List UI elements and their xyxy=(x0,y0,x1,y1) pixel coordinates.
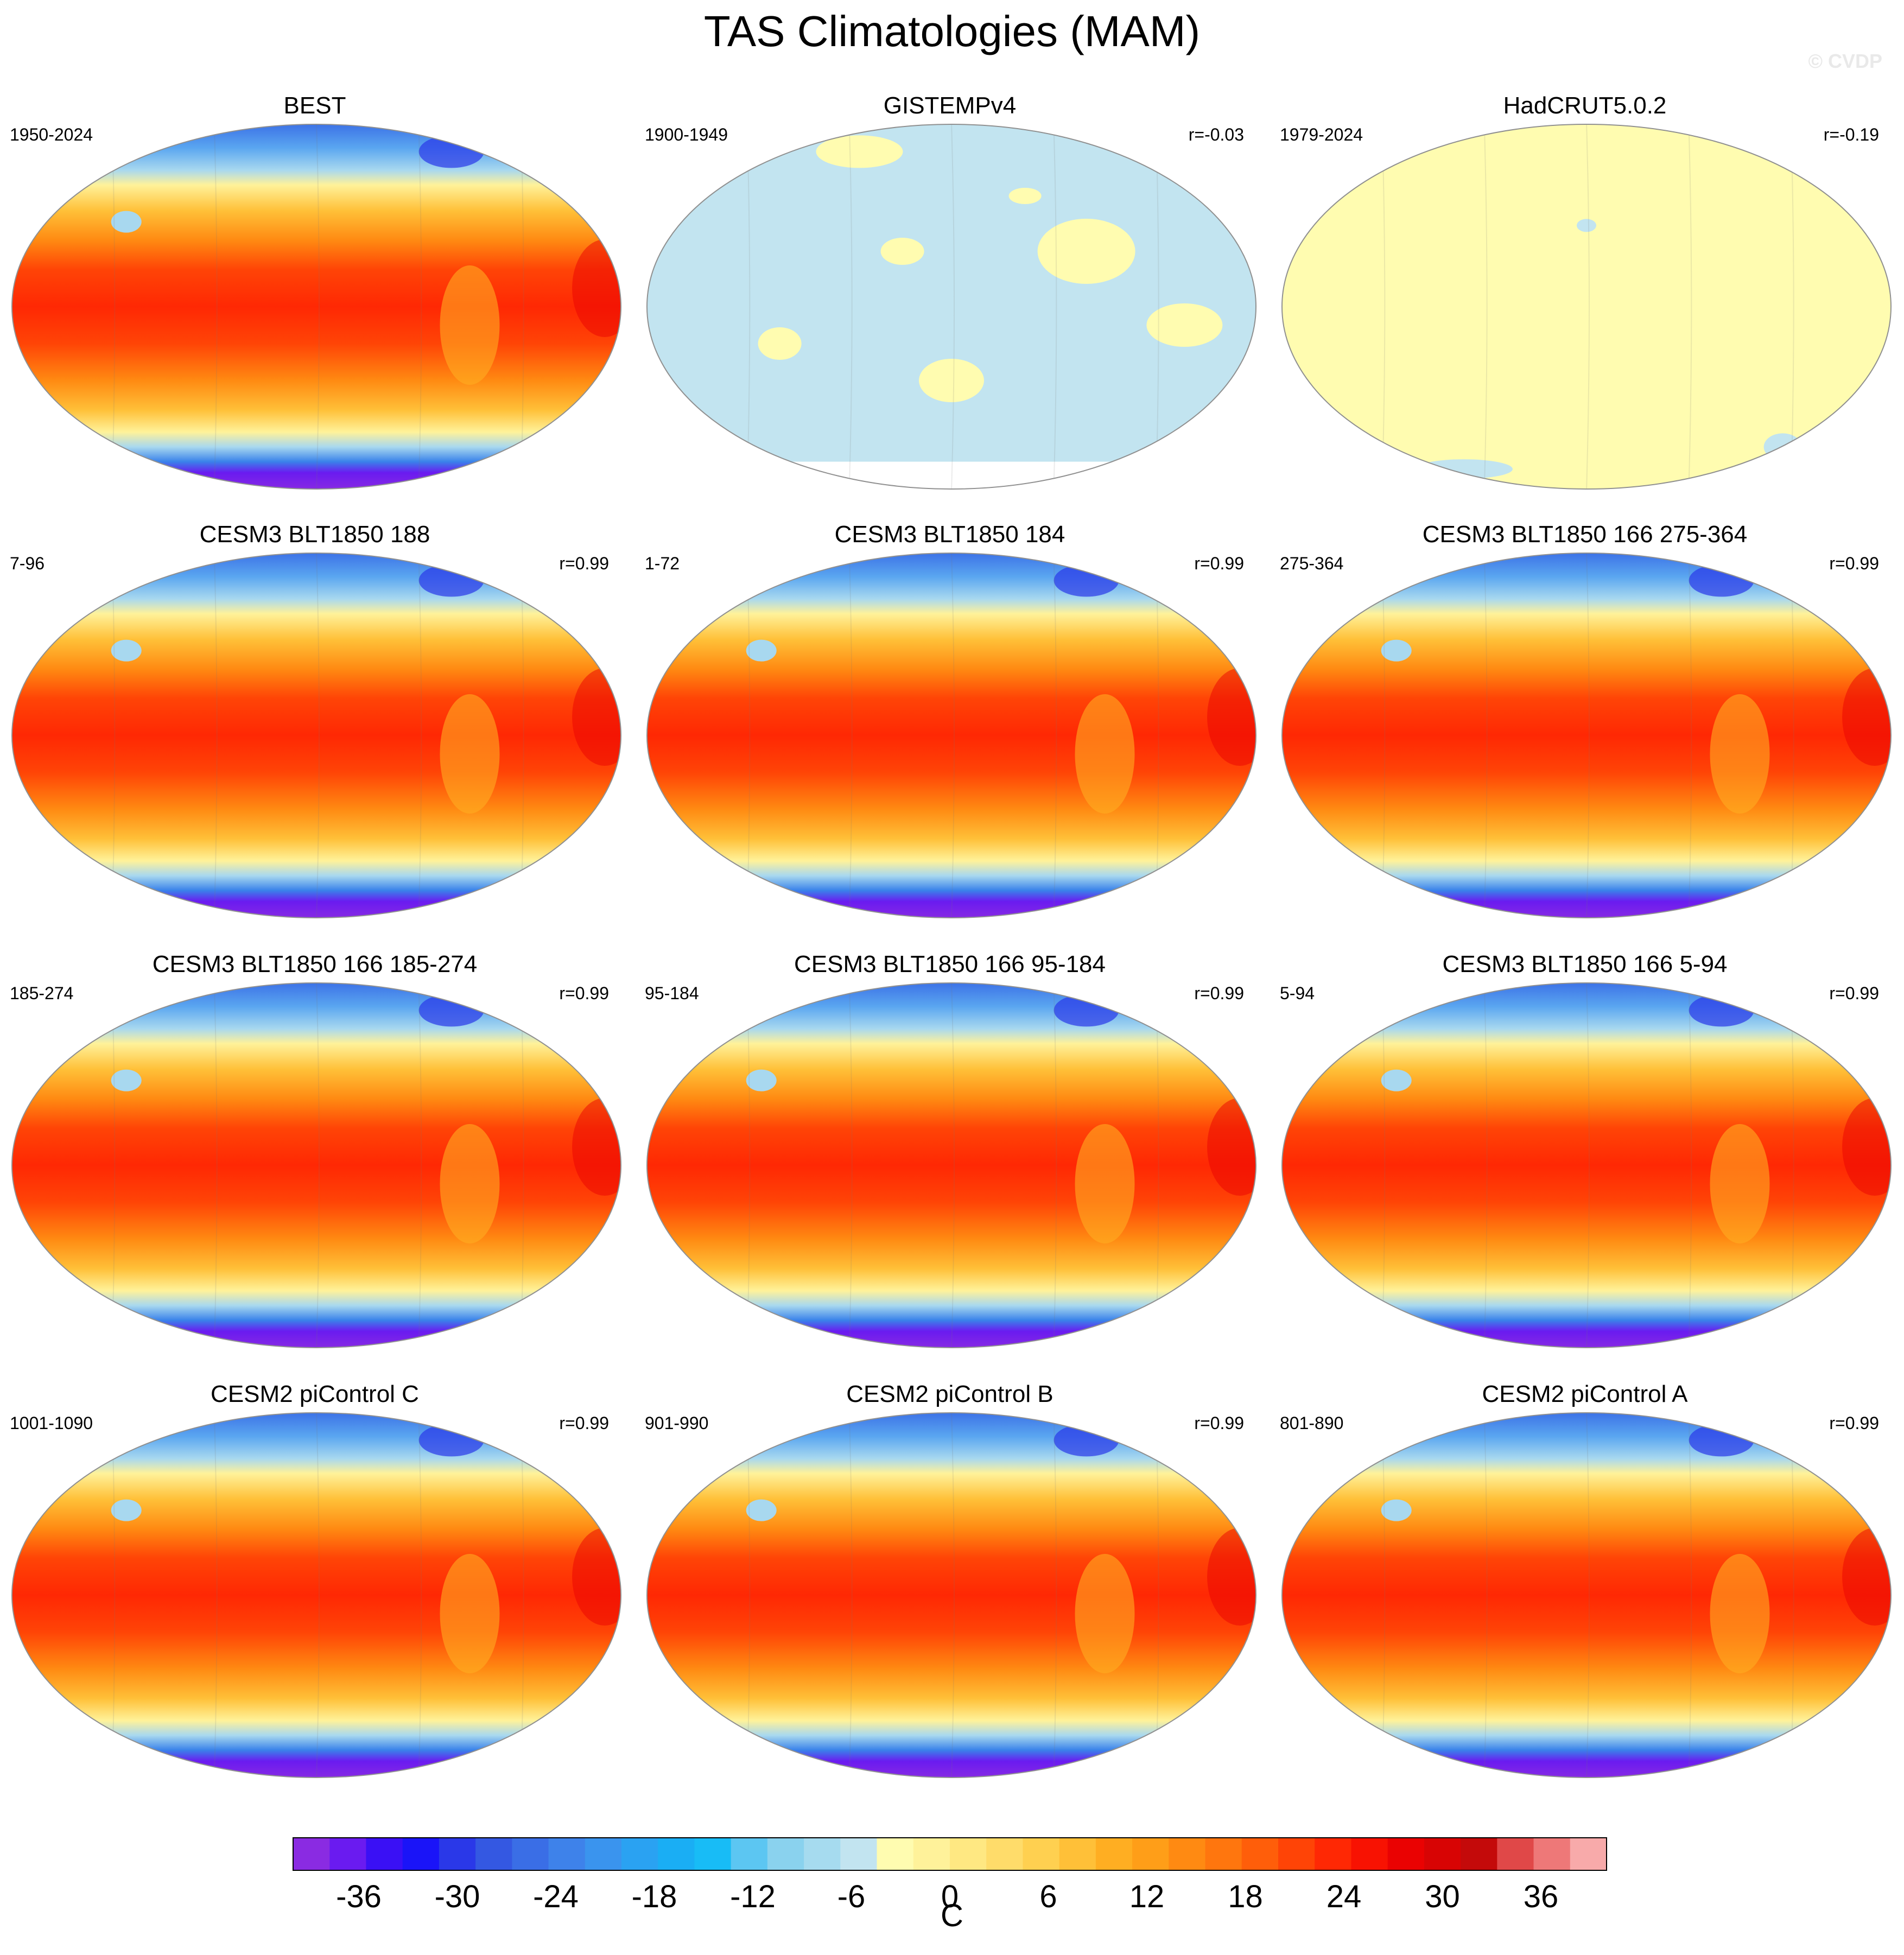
colorbar-swatch xyxy=(585,1838,622,1870)
colorbar-swatch xyxy=(1059,1838,1096,1870)
colorbar-swatch xyxy=(1132,1838,1169,1870)
panel-period-label: 1001-1090 xyxy=(10,1413,93,1433)
panel-correlation-label: r=0.99 xyxy=(1829,554,1879,573)
map-ellipse xyxy=(1281,553,1892,918)
colorbar-swatch xyxy=(1169,1838,1206,1870)
map-ellipse xyxy=(11,553,621,918)
panel-title: CESM2 piControl C xyxy=(211,1381,419,1407)
colorbar-swatch xyxy=(1424,1838,1461,1870)
colorbar-swatch xyxy=(329,1838,366,1870)
colorbar-swatch xyxy=(804,1838,841,1870)
colorbar-swatch xyxy=(1095,1838,1133,1870)
colorbar-swatch xyxy=(1205,1838,1242,1870)
panel-title: BEST xyxy=(283,92,346,119)
map-ellipse xyxy=(646,982,1256,1348)
map-ellipse xyxy=(11,124,621,490)
cvdp-watermark: © CVDP xyxy=(1808,50,1882,72)
map-panel: CESM3 BLT1850 166 275-364 275-364 r=0.99 xyxy=(1270,521,1900,950)
colorbar-swatch xyxy=(1241,1838,1279,1870)
panel-period-label: 95-184 xyxy=(645,983,699,1003)
panel-title: CESM3 BLT1850 166 275-364 xyxy=(1422,521,1748,548)
panel-title: CESM2 piControl B xyxy=(846,1381,1053,1407)
colorbar-units: C xyxy=(941,1898,963,1933)
colorbar-swatch xyxy=(366,1838,403,1870)
colorbar-swatch xyxy=(913,1838,950,1870)
colorbar-swatch xyxy=(694,1838,732,1870)
panel-period-label: 901-990 xyxy=(645,1413,709,1433)
colorbar-swatch xyxy=(950,1838,987,1870)
map-panel: CESM2 piControl B 901-990 r=0.99 xyxy=(635,1381,1265,1810)
panel-period-label: 1900-1949 xyxy=(645,125,728,144)
colorbar-swatch xyxy=(1570,1838,1607,1870)
panel-title: HadCRUT5.0.2 xyxy=(1503,92,1667,119)
map-ellipse xyxy=(1281,1412,1892,1778)
map-ellipse xyxy=(646,553,1256,918)
map-ellipse xyxy=(1281,982,1892,1348)
colorbar-swatch xyxy=(840,1838,878,1870)
panel-period-label: 1950-2024 xyxy=(10,125,93,144)
panel-period-label: 185-274 xyxy=(10,983,74,1003)
map-panel: BEST 1950-2024 xyxy=(0,92,630,521)
panel-period-label: 7-96 xyxy=(10,554,45,573)
colorbar-swatch xyxy=(293,1838,330,1870)
map-panel: CESM3 BLT1850 166 5-94 5-94 r=0.99 xyxy=(1270,951,1900,1380)
colorbar-swatch xyxy=(548,1838,586,1870)
panel-correlation-label: r=0.99 xyxy=(1829,983,1879,1003)
panel-correlation-label: r=0.99 xyxy=(559,983,609,1003)
panel-title: CESM3 BLT1850 184 xyxy=(834,521,1065,548)
map-panel: HadCRUT5.0.2 1979-2024 r=-0.19 xyxy=(1270,92,1900,521)
colorbar-swatch xyxy=(475,1838,512,1870)
colorbar-swatch xyxy=(1497,1838,1534,1870)
map-panel: GISTEMPv4 1900-1949 r=-0.03 xyxy=(635,92,1265,521)
colorbar-swatch xyxy=(512,1838,549,1870)
colorbar-swatch xyxy=(1351,1838,1388,1870)
map-panel: CESM2 piControl C 1001-1090 r=0.99 xyxy=(0,1381,630,1810)
panel-title: CESM3 BLT1850 166 5-94 xyxy=(1442,951,1728,977)
map-ellipse xyxy=(646,1412,1256,1778)
colorbar-swatch xyxy=(877,1838,914,1870)
colorbar-swatch xyxy=(1461,1838,1497,1870)
colorbar-swatch xyxy=(402,1838,440,1870)
panel-correlation-label: r=0.99 xyxy=(559,1413,609,1433)
panel-title: CESM3 BLT1850 188 xyxy=(199,521,430,548)
panel-correlation-label: r=-0.03 xyxy=(1188,125,1244,144)
colorbar-swatch xyxy=(767,1838,804,1870)
map-ellipse xyxy=(11,982,621,1348)
panel-period-label: 801-890 xyxy=(1280,1413,1344,1433)
colorbar-swatch xyxy=(658,1838,695,1870)
colorbar-swatch xyxy=(1387,1838,1425,1870)
map-panel: CESM3 BLT1850 166 185-274 185-274 r=0.99 xyxy=(0,951,630,1380)
map-panel: CESM3 BLT1850 188 7-96 r=0.99 xyxy=(0,521,630,950)
panel-correlation-label: r=0.99 xyxy=(1194,554,1244,573)
figure-title: TAS Climatologies (MAM) xyxy=(703,7,1201,55)
colorbar-swatch xyxy=(986,1838,1023,1870)
panel-title: GISTEMPv4 xyxy=(883,92,1017,119)
map-ellipse xyxy=(1281,124,1892,490)
panel-title: CESM2 piControl A xyxy=(1482,1381,1688,1407)
panel-title: CESM3 BLT1850 166 185-274 xyxy=(152,951,478,977)
map-panel: CESM3 BLT1850 184 1-72 r=0.99 xyxy=(635,521,1265,950)
colorbar-swatch xyxy=(439,1838,476,1870)
panel-period-label: 5-94 xyxy=(1280,983,1315,1003)
map-ellipse xyxy=(646,124,1256,490)
panel-period-label: 275-364 xyxy=(1280,554,1344,573)
colorbar-swatch xyxy=(1023,1838,1060,1870)
map-panel: CESM2 piControl A 801-890 r=0.99 xyxy=(1270,1381,1900,1810)
map-ellipse xyxy=(11,1412,621,1778)
colorbar-swatch xyxy=(1315,1838,1351,1870)
panel-period-label: 1-72 xyxy=(645,554,680,573)
panel-period-label: 1979-2024 xyxy=(1280,125,1363,144)
colorbar-swatch xyxy=(621,1838,658,1870)
panel-title: CESM3 BLT1850 166 95-184 xyxy=(794,951,1106,977)
panel-correlation-label: r=-0.19 xyxy=(1823,125,1879,144)
colorbar-swatch xyxy=(731,1838,768,1870)
panel-correlation-label: r=0.99 xyxy=(559,554,609,573)
colorbar-swatch xyxy=(1278,1838,1315,1870)
panel-correlation-label: r=0.99 xyxy=(1194,983,1244,1003)
map-panel: CESM3 BLT1850 166 95-184 95-184 r=0.99 xyxy=(635,951,1265,1380)
panel-correlation-label: r=0.99 xyxy=(1829,1413,1879,1433)
panel-correlation-label: r=0.99 xyxy=(1194,1413,1244,1433)
colorbar-swatch xyxy=(1533,1838,1571,1870)
